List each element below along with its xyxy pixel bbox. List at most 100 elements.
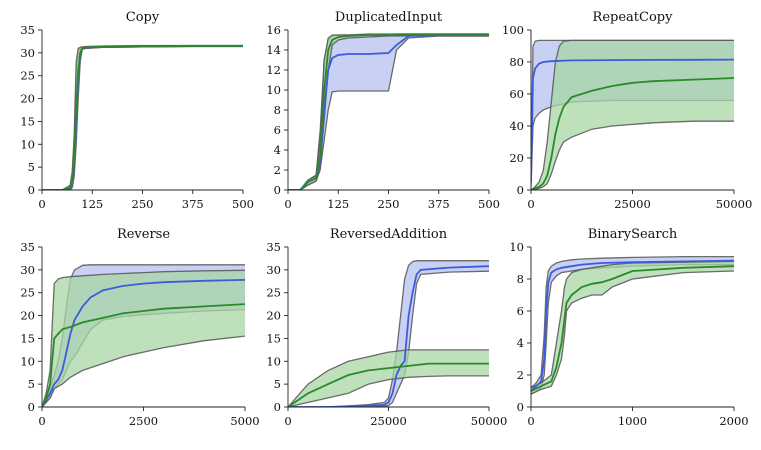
plot-area <box>531 39 734 190</box>
x-tick-label: 375 <box>428 197 450 211</box>
plot-area <box>42 264 245 407</box>
y-tick-label: 25 <box>20 286 35 300</box>
x-tick-label: 0 <box>38 197 45 211</box>
blue-series-line <box>531 58 734 183</box>
y-tick-label: 8 <box>517 272 524 286</box>
y-tick-label: 35 <box>20 23 35 37</box>
y-tick-label: 15 <box>20 331 35 345</box>
x-tick-label: 0 <box>284 197 291 211</box>
y-tick-label: 5 <box>28 377 35 391</box>
y-tick-label: 100 <box>502 23 524 37</box>
y-tick-label: 20 <box>20 92 35 106</box>
y-tick-label: 10 <box>266 354 281 368</box>
green-band-upper-edge <box>42 44 243 190</box>
y-tick-label: 0 <box>274 400 281 414</box>
green-series-line <box>531 265 734 392</box>
y-tick-label: 2 <box>274 163 281 177</box>
x-tick-label: 5000 <box>230 414 259 428</box>
y-tick-label: 80 <box>509 55 524 69</box>
y-tick-label: 15 <box>20 114 35 128</box>
chart-title: DuplicatedInput <box>335 10 443 25</box>
y-tick-label: 25 <box>20 69 35 83</box>
y-tick-label: 10 <box>266 83 281 97</box>
chart-title: Reverse <box>117 227 170 242</box>
x-tick-label: 25000 <box>370 414 407 428</box>
y-tick-label: 35 <box>20 240 35 254</box>
x-tick-label: 25000 <box>614 197 651 211</box>
y-tick-label: 0 <box>274 183 281 197</box>
green-band-lower-edge <box>288 35 489 190</box>
x-tick-label: 500 <box>232 197 254 211</box>
chart-title: ReversedAddition <box>330 227 448 242</box>
blue-series-line <box>531 259 734 392</box>
plot-area <box>288 260 489 407</box>
x-tick-label: 250 <box>132 197 154 211</box>
green-series-line <box>42 45 243 190</box>
blue-band-upper-edge <box>531 255 734 389</box>
y-tick-label: 0 <box>517 400 524 414</box>
y-tick-label: 16 <box>266 23 281 37</box>
y-tick-label: 4 <box>274 143 281 157</box>
x-tick-label: 50000 <box>716 197 753 211</box>
y-tick-label: 6 <box>274 123 281 137</box>
green-band-lower-edge <box>42 335 245 407</box>
x-tick-label: 250 <box>378 197 400 211</box>
chart-panel-4: Reverse 0 2500 5000 0 5 10 15 20 25 30 35 <box>20 227 259 428</box>
chart-panel-5: ReversedAddition 0 25000 50000 0 5 10 15 20 25 30 3… <box>266 227 507 428</box>
green-series-line <box>288 362 489 407</box>
y-tick-label: 35 <box>266 240 281 254</box>
green-band-upper-edge <box>42 269 245 407</box>
x-tick-label: 0 <box>527 197 534 211</box>
x-tick-label: 50000 <box>471 414 508 428</box>
x-tick-label: 0 <box>38 414 45 428</box>
green-band-lower-edge <box>288 375 489 407</box>
y-tick-label: 0 <box>28 400 35 414</box>
x-tick-label: 125 <box>327 197 349 211</box>
chart-panel-6: BinarySearch 0 1000 2000 0 2 4 6 8 10 <box>509 227 748 428</box>
x-tick-label: 2500 <box>129 414 158 428</box>
blue-series-band <box>531 256 734 395</box>
y-tick-label: 30 <box>20 46 35 60</box>
blue-band-upper-edge <box>288 260 489 407</box>
green-series-band <box>531 261 734 395</box>
y-tick-label: 0 <box>28 183 35 197</box>
y-tick-label: 15 <box>266 331 281 345</box>
green-series-band <box>42 270 245 407</box>
y-tick-label: 12 <box>266 63 281 77</box>
y-tick-label: 10 <box>509 240 524 254</box>
x-tick-label: 2000 <box>719 414 748 428</box>
x-tick-label: 500 <box>478 197 500 211</box>
blue-series-band <box>288 34 489 190</box>
green-band-upper-edge <box>288 349 489 407</box>
y-tick-label: 14 <box>266 43 281 57</box>
green-series-line <box>42 303 245 407</box>
y-tick-label: 40 <box>509 119 524 133</box>
y-tick-label: 30 <box>20 263 35 277</box>
plot-area <box>288 33 489 190</box>
green-series-line <box>288 34 489 190</box>
chart-title: BinarySearch <box>588 227 678 242</box>
y-tick-label: 10 <box>20 137 35 151</box>
blue-series-line <box>42 279 245 407</box>
chart-title: Copy <box>126 10 160 25</box>
chart-panel-1: Copy 0 125 250 375 500 0 5 10 15 20 25 30 35 <box>20 10 254 211</box>
y-tick-label: 20 <box>266 309 281 323</box>
y-tick-label: 20 <box>509 151 524 165</box>
y-tick-label: 2 <box>517 368 524 382</box>
x-tick-label: 375 <box>182 197 204 211</box>
chart-title: RepeatCopy <box>593 10 674 25</box>
y-tick-label: 25 <box>266 286 281 300</box>
plot-area <box>42 44 243 190</box>
x-tick-label: 1000 <box>618 414 647 428</box>
green-band-lower-edge <box>531 120 734 190</box>
x-tick-label: 0 <box>527 414 534 428</box>
chart-panel-3: RepeatCopy 0 25000 50000 0 20 40 60 80 100 <box>502 10 752 211</box>
y-tick-label: 20 <box>20 309 35 323</box>
y-tick-label: 5 <box>274 377 281 391</box>
y-tick-label: 6 <box>517 304 524 318</box>
y-tick-label: 30 <box>266 263 281 277</box>
green-band-upper-edge <box>531 260 734 389</box>
y-tick-label: 5 <box>28 160 35 174</box>
green-band-upper-edge <box>288 33 489 190</box>
